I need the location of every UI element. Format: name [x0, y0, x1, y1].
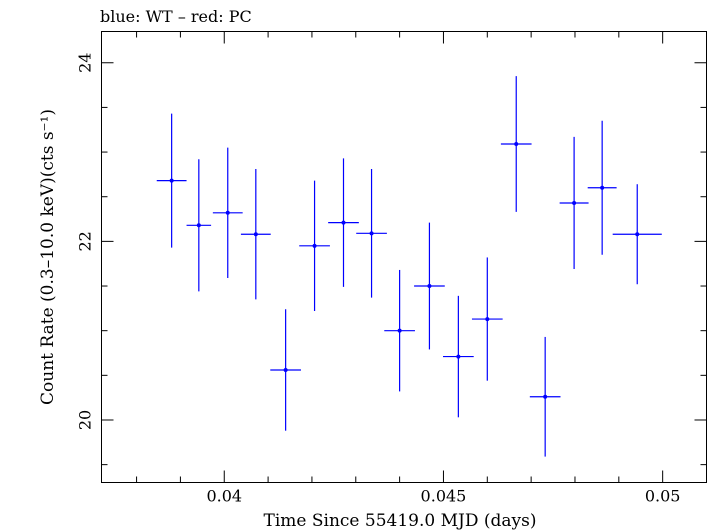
data-point [443, 295, 474, 418]
data-point [559, 136, 589, 270]
y-tick-label: 24 [76, 53, 95, 73]
data-point [356, 169, 387, 298]
data-point [299, 180, 330, 312]
x-tick-label: 0.045 [421, 487, 467, 506]
x-tick-label: 0.05 [645, 487, 681, 506]
data-point [186, 159, 212, 292]
data-point [587, 120, 617, 255]
data-points [156, 76, 662, 457]
point-marker [283, 367, 288, 372]
point-marker [253, 232, 258, 237]
point-marker [635, 232, 640, 237]
x-axis-label: Time Since 55419.0 MJD (days) [264, 511, 537, 531]
axis-tick-labels: 0.04 0.045 0.05 20 22 24 [76, 53, 681, 506]
data-point [270, 309, 301, 431]
y-tick-label: 22 [76, 231, 95, 251]
point-marker [427, 284, 432, 289]
data-point [612, 184, 662, 285]
point-marker [312, 243, 317, 248]
y-tick-label: 20 [76, 410, 95, 430]
point-marker [485, 317, 490, 322]
data-point [156, 113, 187, 248]
point-marker [600, 185, 605, 190]
y-axis-label-group: Count Rate (0.3–10.0 keV)(cts s⁻¹) [38, 109, 58, 405]
data-point [328, 158, 359, 287]
chart-title: blue: WT – red: PC [100, 7, 252, 26]
data-point [212, 147, 243, 278]
data-point [414, 222, 445, 350]
point-marker [169, 178, 174, 183]
data-point [500, 76, 532, 212]
plot-frame [101, 31, 707, 483]
point-marker [456, 354, 461, 359]
point-marker [369, 231, 374, 236]
point-marker [196, 223, 201, 228]
point-marker [572, 200, 577, 205]
point-marker [341, 220, 346, 225]
data-point [471, 257, 503, 381]
x-tick-label: 0.04 [206, 487, 242, 506]
y-axis-label: Count Rate (0.3–10.0 keV)(cts s⁻¹) [38, 109, 58, 405]
point-marker [514, 142, 519, 147]
axis-ticks [101, 31, 707, 483]
data-point [240, 169, 271, 300]
point-marker [397, 328, 402, 333]
data-point [384, 269, 415, 392]
point-marker [543, 394, 548, 399]
point-marker [225, 210, 230, 215]
data-point [529, 336, 561, 457]
